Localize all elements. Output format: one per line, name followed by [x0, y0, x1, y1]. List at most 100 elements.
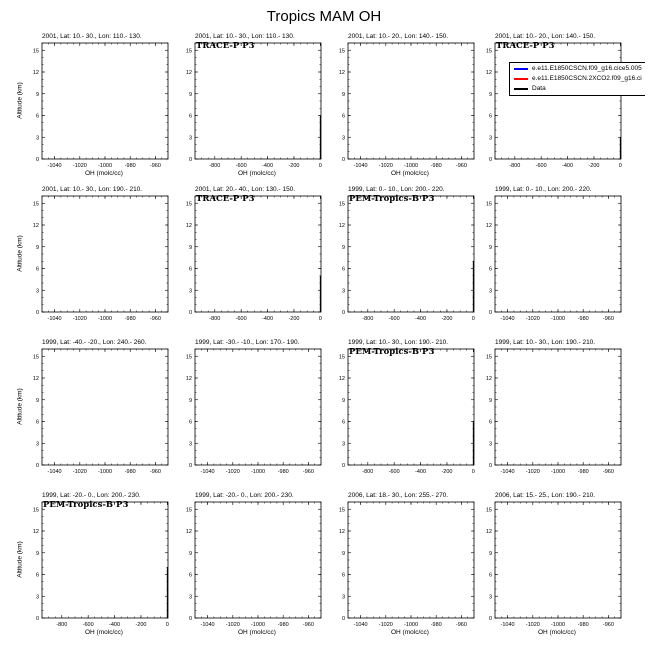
- panel-title: 1999, Lat: 0.- 10., Lon: 200.- 220.: [495, 186, 592, 193]
- x-tick-label: -600: [536, 163, 547, 169]
- y-tick-label: 9: [489, 551, 492, 557]
- legend-label: e.e11.E1850CSCN.2XCO2.f09_g16.ci: [532, 75, 642, 82]
- y-tick-label: 12: [33, 376, 39, 382]
- y-tick-label: 12: [33, 223, 39, 229]
- x-tick-label: -200: [441, 469, 452, 475]
- x-tick-label: -1020: [526, 469, 540, 475]
- panel-title: 1999, Lat: -30.- -10., Lon: 170.- 190.: [195, 339, 300, 346]
- plot-frame: [41, 501, 169, 619]
- panel-title: 2001, Lat: 10.- 30., Lon: 190.- 210.: [42, 186, 143, 193]
- y-tick-label: 0: [342, 157, 345, 163]
- panel-title: 2001, Lat: 20.- 40., Lon: 130.- 150.: [195, 186, 296, 193]
- y-tick-label: 15: [186, 507, 192, 513]
- y-tick-label: 12: [486, 529, 492, 535]
- y-tick-label: 15: [339, 48, 345, 54]
- x-axis-title: OH (molc/cc): [538, 629, 576, 636]
- x-tick-label: -1040: [48, 316, 62, 322]
- x-tick-label: -800: [362, 469, 373, 475]
- x-tick-label: -960: [150, 163, 161, 169]
- y-tick-label: 15: [486, 201, 492, 207]
- plot-frame: [494, 348, 622, 466]
- x-tick-label: -960: [456, 163, 467, 169]
- y-tick-label: 12: [186, 70, 192, 76]
- main-title: Tropics MAM OH: [266, 8, 382, 25]
- y-tick-label: 15: [186, 201, 192, 207]
- y-tick-label: 3: [489, 135, 492, 141]
- y-tick-label: 0: [342, 310, 345, 316]
- mission-label: TRACE-P P3: [196, 194, 255, 204]
- plot-frame: [41, 348, 169, 466]
- x-tick-label: -1040: [354, 163, 368, 169]
- x-tick-label: -960: [150, 316, 161, 322]
- y-tick-label: 6: [36, 573, 39, 579]
- y-tick-label: 0: [489, 310, 492, 316]
- y-tick-label: 0: [189, 310, 192, 316]
- x-tick-label: -1020: [379, 622, 393, 628]
- plot-frame: [494, 195, 622, 313]
- plot-frame: [194, 42, 322, 160]
- y-tick-label: 12: [339, 529, 345, 535]
- x-tick-label: -1020: [73, 163, 87, 169]
- y-tick-label: 9: [489, 245, 492, 251]
- x-tick-label: -400: [262, 316, 273, 322]
- x-tick-label: -1020: [526, 316, 540, 322]
- y-tick-label: 12: [339, 70, 345, 76]
- y-tick-label: 9: [189, 92, 192, 98]
- x-tick-label: -400: [109, 622, 120, 628]
- x-tick-label: -1020: [379, 163, 393, 169]
- y-tick-label: 12: [186, 223, 192, 229]
- plot-frame: [494, 42, 622, 160]
- y-tick-label: 15: [33, 201, 39, 207]
- y-tick-label: 12: [33, 529, 39, 535]
- x-tick-label: -980: [431, 163, 442, 169]
- legend-swatch-black: [514, 88, 528, 90]
- x-tick-label: -960: [303, 469, 314, 475]
- y-tick-label: 12: [186, 376, 192, 382]
- x-tick-label: -400: [415, 469, 426, 475]
- x-tick-label: -1000: [551, 316, 565, 322]
- x-tick-label: -980: [431, 622, 442, 628]
- y-tick-label: 9: [36, 245, 39, 251]
- y-tick-label: 3: [342, 594, 345, 600]
- x-tick-label: -600: [83, 622, 94, 628]
- y-tick-label: 3: [342, 288, 345, 294]
- y-tick-label: 3: [489, 441, 492, 447]
- x-tick-label: -960: [150, 469, 161, 475]
- x-tick-label: -800: [209, 316, 220, 322]
- panel-title: 2001, Lat: 10.- 20., Lon: 140.- 150.: [495, 33, 596, 40]
- y-tick-label: 0: [342, 616, 345, 622]
- y-tick-label: 0: [36, 463, 39, 469]
- y-tick-label: 3: [342, 135, 345, 141]
- x-tick-label: -1000: [251, 469, 265, 475]
- x-tick-label: -1020: [73, 469, 87, 475]
- mission-label: TRACE-P P3: [496, 41, 555, 51]
- x-tick-label: -600: [389, 469, 400, 475]
- y-tick-label: 9: [189, 398, 192, 404]
- x-tick-label: -200: [135, 622, 146, 628]
- y-tick-label: 12: [339, 376, 345, 382]
- x-tick-label: -1040: [501, 316, 515, 322]
- legend-item-data: Data: [514, 84, 645, 93]
- x-tick-label: -960: [456, 622, 467, 628]
- y-tick-label: 6: [489, 420, 492, 426]
- panel-title: 2001, Lat: 10.- 20., Lon: 140.- 150.: [348, 33, 449, 40]
- x-tick-label: -1040: [48, 469, 62, 475]
- y-tick-label: 15: [486, 48, 492, 54]
- legend-label: Data: [532, 85, 546, 92]
- x-tick-label: -1020: [226, 622, 240, 628]
- legend-item-model-2: e.e11.E1850CSCN.2XCO2.f09_g16.ci: [514, 74, 645, 83]
- x-tick-label: -980: [578, 622, 589, 628]
- y-tick-label: 0: [489, 463, 492, 469]
- y-tick-label: 6: [36, 267, 39, 273]
- y-tick-label: 0: [36, 157, 39, 163]
- y-tick-label: 15: [33, 48, 39, 54]
